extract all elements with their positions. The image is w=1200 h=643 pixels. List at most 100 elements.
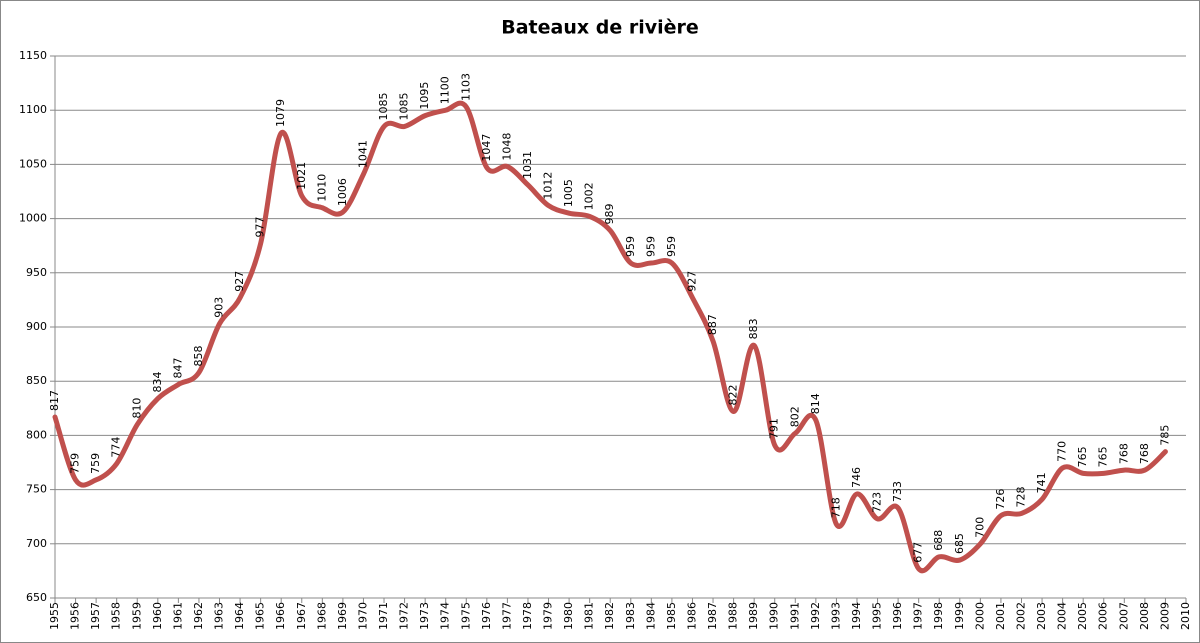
x-tick-label: 2003 bbox=[1035, 602, 1048, 630]
y-tick-label: 650 bbox=[26, 591, 47, 604]
x-tick-label: 1955 bbox=[48, 602, 61, 630]
x-tick-label: 2009 bbox=[1158, 602, 1171, 630]
data-label: 814 bbox=[809, 393, 822, 414]
x-tick-label: 1986 bbox=[685, 602, 698, 630]
data-label: 1047 bbox=[480, 134, 493, 162]
data-label: 834 bbox=[151, 372, 164, 393]
x-tick-label: 1983 bbox=[624, 602, 637, 630]
x-tick-label: 1975 bbox=[459, 602, 472, 630]
data-label: 688 bbox=[932, 530, 945, 551]
x-tick-label: 1997 bbox=[912, 602, 925, 630]
x-tick-label: 1987 bbox=[706, 602, 719, 630]
data-label: 1006 bbox=[336, 178, 349, 206]
data-label: 959 bbox=[644, 236, 657, 257]
data-label: 700 bbox=[973, 517, 986, 538]
data-label: 765 bbox=[1076, 446, 1089, 467]
y-tick-label: 900 bbox=[26, 320, 47, 333]
x-tick-label: 1982 bbox=[603, 602, 616, 630]
x-tick-label: 1974 bbox=[439, 602, 452, 630]
x-tick-label: 1961 bbox=[171, 602, 184, 630]
data-label: 774 bbox=[110, 437, 123, 458]
data-label: 977 bbox=[254, 217, 267, 238]
data-label: 718 bbox=[829, 497, 842, 518]
x-tick-label: 1981 bbox=[583, 602, 596, 630]
x-tick-label: 1963 bbox=[213, 602, 226, 630]
x-tick-label: 1993 bbox=[829, 602, 842, 630]
x-tick-label: 1964 bbox=[233, 602, 246, 630]
x-tick-label: 2000 bbox=[973, 602, 986, 630]
x-tick-label: 1992 bbox=[809, 602, 822, 630]
data-label: 685 bbox=[953, 533, 966, 554]
x-tick-label: 1959 bbox=[130, 602, 143, 630]
data-label: 1085 bbox=[377, 92, 390, 120]
x-tick-label: 2004 bbox=[1056, 602, 1069, 630]
x-tick-label: 1984 bbox=[644, 602, 657, 630]
x-tick-label: 1990 bbox=[768, 602, 781, 630]
x-tick-label: 1965 bbox=[254, 602, 267, 630]
x-tick-label: 2008 bbox=[1138, 602, 1151, 630]
data-label: 959 bbox=[624, 236, 637, 257]
data-label: 1002 bbox=[583, 182, 596, 210]
data-label: 785 bbox=[1158, 425, 1171, 446]
x-tick-label: 1967 bbox=[295, 602, 308, 630]
y-tick-label: 750 bbox=[26, 483, 47, 496]
data-label: 927 bbox=[233, 271, 246, 292]
x-tick-label: 1960 bbox=[151, 602, 164, 630]
y-tick-label: 700 bbox=[26, 537, 47, 550]
data-label: 989 bbox=[603, 204, 616, 225]
x-tick-label: 1977 bbox=[500, 602, 513, 630]
data-label: 822 bbox=[727, 385, 740, 406]
data-line bbox=[52, 100, 1168, 574]
x-tick-label: 1968 bbox=[315, 602, 328, 630]
y-tick-label: 950 bbox=[26, 266, 47, 279]
x-tick-label: 1973 bbox=[418, 602, 431, 630]
data-label: 802 bbox=[788, 406, 801, 427]
x-tick-label: 1996 bbox=[891, 602, 904, 630]
data-label: 1031 bbox=[521, 151, 534, 179]
data-label: 883 bbox=[747, 318, 760, 339]
x-tick-label: 2010 bbox=[1179, 602, 1192, 630]
data-label: 959 bbox=[665, 236, 678, 257]
y-tick-label: 1000 bbox=[19, 212, 47, 225]
data-label: 1085 bbox=[398, 92, 411, 120]
data-label: 728 bbox=[1014, 486, 1027, 507]
y-tick-label: 850 bbox=[26, 374, 47, 387]
x-tick-label: 2005 bbox=[1076, 602, 1089, 630]
x-tick-label: 1985 bbox=[665, 602, 678, 630]
data-label: 1048 bbox=[500, 133, 513, 161]
chart-title: Bateaux de rivière bbox=[501, 17, 699, 39]
data-label: 1103 bbox=[459, 73, 472, 101]
data-label: 1079 bbox=[274, 99, 287, 127]
x-tick-label: 2001 bbox=[994, 602, 1007, 630]
x-tick-label: 1957 bbox=[89, 602, 102, 630]
data-label: 903 bbox=[213, 297, 226, 318]
x-tick-label: 1962 bbox=[192, 602, 205, 630]
data-label: 677 bbox=[912, 542, 925, 563]
data-label: 733 bbox=[891, 481, 904, 502]
data-label: 723 bbox=[871, 492, 884, 513]
x-tick-label: 1979 bbox=[542, 602, 555, 630]
data-label: 887 bbox=[706, 314, 719, 335]
data-label: 759 bbox=[69, 453, 82, 474]
x-tick-label: 2006 bbox=[1097, 602, 1110, 630]
x-tick-label: 1966 bbox=[274, 602, 287, 630]
data-label: 817 bbox=[48, 390, 61, 411]
data-label: 847 bbox=[171, 357, 184, 378]
data-label: 1095 bbox=[418, 82, 431, 110]
data-label: 927 bbox=[685, 271, 698, 292]
y-tick-label: 1100 bbox=[19, 103, 47, 116]
x-tick-label: 1994 bbox=[850, 602, 863, 630]
data-label: 1100 bbox=[439, 76, 452, 104]
data-label: 746 bbox=[850, 467, 863, 488]
x-tick-label: 1980 bbox=[562, 602, 575, 630]
data-label: 1012 bbox=[542, 172, 555, 200]
x-tick-label: 1995 bbox=[871, 602, 884, 630]
x-tick-label: 1989 bbox=[747, 602, 760, 630]
data-label: 1041 bbox=[356, 140, 369, 168]
data-label: 1021 bbox=[295, 162, 308, 190]
y-tick-label: 1050 bbox=[19, 157, 47, 170]
x-tick-label: 1956 bbox=[69, 602, 82, 630]
data-label: 770 bbox=[1056, 441, 1069, 462]
